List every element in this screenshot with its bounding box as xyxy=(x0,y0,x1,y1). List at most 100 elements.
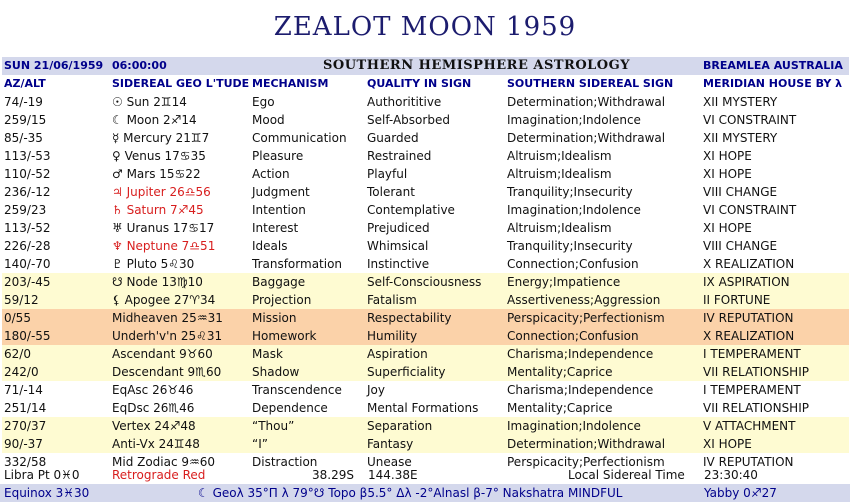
cell-quality: Joy xyxy=(365,381,505,399)
cell-body: Vertex 24♐48 xyxy=(110,417,250,435)
cell-body: ♅ Uranus 17♋17 xyxy=(110,219,250,237)
cell-sign: Imagination;Indolence xyxy=(505,111,702,129)
table-row: 251/14 EqDsc 26♏46 Dependence Mental Format… xyxy=(2,399,850,417)
cell-sign: Determination;Withdrawal xyxy=(505,93,702,111)
cell-azalt: 140/-70 xyxy=(2,255,110,273)
header-subtitle: SOUTHERN HEMISPHERE ASTROLOGY xyxy=(250,57,702,75)
cell-body: Mid Zodiac 9♒60 xyxy=(110,453,250,471)
table-row: 113/-52 ♅ Uranus 17♋17 Interest Prejudiced A… xyxy=(2,219,850,237)
equinox: Equinox 3♓30 xyxy=(4,486,90,500)
cell-sign: Tranquility;Insecurity xyxy=(505,183,702,201)
cell-quality: Instinctive xyxy=(365,255,505,273)
cell-sign: Connection;Confusion xyxy=(505,327,702,345)
cell-quality: Mental Formations xyxy=(365,399,505,417)
cell-mechanism: Transcendence xyxy=(250,381,365,399)
cell-azalt: 71/-14 xyxy=(2,381,110,399)
cell-azalt: 74/-19 xyxy=(2,93,110,111)
cell-quality: Restrained xyxy=(365,147,505,165)
table-row: 203/-45 ☋ Node 13♍10 Baggage Self-Conscious… xyxy=(2,273,850,291)
cell-house: VII RELATIONSHIP xyxy=(701,399,850,417)
cell-house: XI HOPE xyxy=(701,165,850,183)
cell-body: ♇ Pluto 5♌30 xyxy=(110,255,250,273)
cell-azalt: 85/-35 xyxy=(2,129,110,147)
cell-house: XI HOPE xyxy=(701,219,850,237)
table-row: 259/23 ♄ Saturn 7♐45 Intention Contemplativ… xyxy=(2,201,850,219)
cell-mechanism: Pleasure xyxy=(250,147,365,165)
column-header-row: AZ/ALT SIDEREAL GEO L'TUDE λ MECHANISM Q… xyxy=(2,75,850,93)
cell-azalt: 110/-52 xyxy=(2,165,110,183)
cell-sign: Altruism;Idealism xyxy=(505,219,702,237)
cell-house: II FORTUNE xyxy=(701,291,850,309)
cell-mechanism: Ideals xyxy=(250,237,365,255)
cell-azalt: 59/12 xyxy=(2,291,110,309)
cell-azalt: 62/0 xyxy=(2,345,110,363)
header-time: 06:00:00 xyxy=(110,57,250,75)
table-row: 90/-37 Anti-Vx 24♊48 “I” Fantasy Determinati… xyxy=(2,435,850,453)
cell-house: X REALIZATION xyxy=(701,327,850,345)
cell-body: ♆ Neptune 7♎51 xyxy=(110,237,250,255)
cell-mechanism: Action xyxy=(250,165,365,183)
header-location: BREAMLEA AUSTRALIA xyxy=(701,57,850,75)
table-row: 270/37 Vertex 24♐48 “Thou” Separation Imagin… xyxy=(2,417,850,435)
cell-body: ☋ Node 13♍10 xyxy=(110,273,250,291)
yabby: Yabby 0♐27 xyxy=(704,486,777,500)
cell-quality: Tolerant xyxy=(365,183,505,201)
cell-mechanism: Projection xyxy=(250,291,365,309)
cell-quality: Respectability xyxy=(365,309,505,327)
cell-quality: Authorititive xyxy=(365,93,505,111)
cell-quality: Fatalism xyxy=(365,291,505,309)
cell-quality: Humility xyxy=(365,327,505,345)
table-row: 110/-52 ♂ Mars 15♋22 Action Playful Altruism… xyxy=(2,165,850,183)
cell-azalt: 0/55 xyxy=(2,309,110,327)
cell-mechanism: Intention xyxy=(250,201,365,219)
table-row: 0/55 Midheaven 25♒31 Mission Respectability… xyxy=(2,309,850,327)
table-row: 113/-53 ♀ Venus 17♋35 Pleasure Restrained Al… xyxy=(2,147,850,165)
cell-house: VI CONSTRAINT xyxy=(701,111,850,129)
cell-mechanism: Distraction xyxy=(250,453,365,471)
table-row: 236/-12 ♃ Jupiter 26♎56 Judgment Tolerant Tr… xyxy=(2,183,850,201)
retrograde-legend: Retrograde Red xyxy=(112,468,206,482)
cell-house: I TEMPERAMENT xyxy=(701,345,850,363)
col-quality: QUALITY IN SIGN xyxy=(365,75,505,93)
col-house: MERIDIAN HOUSE BY λ xyxy=(701,75,850,93)
cell-quality: Guarded xyxy=(365,129,505,147)
cell-mechanism: Mission xyxy=(250,309,365,327)
table-row: 74/-19 ☉ Sun 2♊14 Ego Authorititive Determin… xyxy=(2,93,850,111)
cell-quality: Whimsical xyxy=(365,237,505,255)
cell-body: ♃ Jupiter 26♎56 xyxy=(110,183,250,201)
cell-azalt: 259/23 xyxy=(2,201,110,219)
col-sign: SOUTHERN SIDEREAL SIGN xyxy=(505,75,702,93)
col-longitude: SIDEREAL GEO L'TUDE λ xyxy=(110,75,250,93)
cell-body: Descendant 9♏60 xyxy=(110,363,250,381)
cell-body: Ascendant 9♉60 xyxy=(110,345,250,363)
cell-house: XI HOPE xyxy=(701,435,850,453)
cell-body: ☾ Moon 2♐14 xyxy=(110,111,250,129)
cell-mechanism: Dependence xyxy=(250,399,365,417)
cell-mechanism: Mask xyxy=(250,345,365,363)
cell-body: ☿ Mercury 21♊7 xyxy=(110,129,250,147)
cell-azalt: 251/14 xyxy=(2,399,110,417)
table-row: 71/-14 EqAsc 26♉46 Transcendence Joy Charism… xyxy=(2,381,850,399)
cell-sign: Connection;Confusion xyxy=(505,255,702,273)
table-row: 140/-70 ♇ Pluto 5♌30 Transformation Instinc… xyxy=(2,255,850,273)
cell-quality: Separation xyxy=(365,417,505,435)
table-row: 85/-35 ☿ Mercury 21♊7 Communication Guarded… xyxy=(2,129,850,147)
cell-mechanism: Ego xyxy=(250,93,365,111)
header-row: SUN 21/06/1959 06:00:00 SOUTHERN HEMISPH… xyxy=(2,57,850,75)
cell-mechanism: Homework xyxy=(250,327,365,345)
cell-azalt: 259/15 xyxy=(2,111,110,129)
lst-label: Local Sidereal Time xyxy=(568,468,685,482)
cell-house: VIII CHANGE xyxy=(701,237,850,255)
cell-azalt: 236/-12 xyxy=(2,183,110,201)
cell-quality: Playful xyxy=(365,165,505,183)
cell-azalt: 242/0 xyxy=(2,363,110,381)
cell-quality: Fantasy xyxy=(365,435,505,453)
cell-sign: Perspicacity;Perfectionism xyxy=(505,453,702,471)
moon-info: ☾ Geoλ 35°Π λ 79°☋ Topo β5.5° Δλ -2°Alna… xyxy=(198,486,623,500)
cell-mechanism: “Thou” xyxy=(250,417,365,435)
cell-house: I TEMPERAMENT xyxy=(701,381,850,399)
header-date: SUN 21/06/1959 xyxy=(2,57,110,75)
cell-mechanism: Judgment xyxy=(250,183,365,201)
cell-house: XII MYSTERY xyxy=(701,93,850,111)
cell-body: Underh'v'n 25♌31 xyxy=(110,327,250,345)
